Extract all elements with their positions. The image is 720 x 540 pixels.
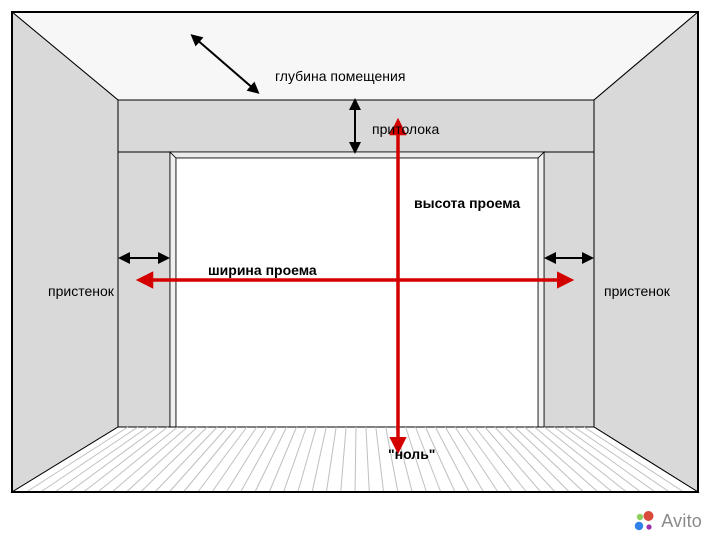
- label-pier-left: пристенок: [48, 283, 114, 299]
- avito-logo-icon: [633, 510, 655, 532]
- label-width: ширина проема: [208, 262, 317, 278]
- watermark: Avito: [633, 510, 702, 532]
- label-zero: "ноль": [388, 446, 435, 462]
- diagram-container: { "diagram": { "type": "infographic", "b…: [0, 0, 720, 540]
- label-height: высота проема: [414, 195, 520, 211]
- watermark-text: Avito: [661, 511, 702, 532]
- label-lintel: притолока: [372, 121, 439, 137]
- label-depth: глубина помещения: [275, 68, 405, 84]
- label-pier-right: пристенок: [604, 283, 670, 299]
